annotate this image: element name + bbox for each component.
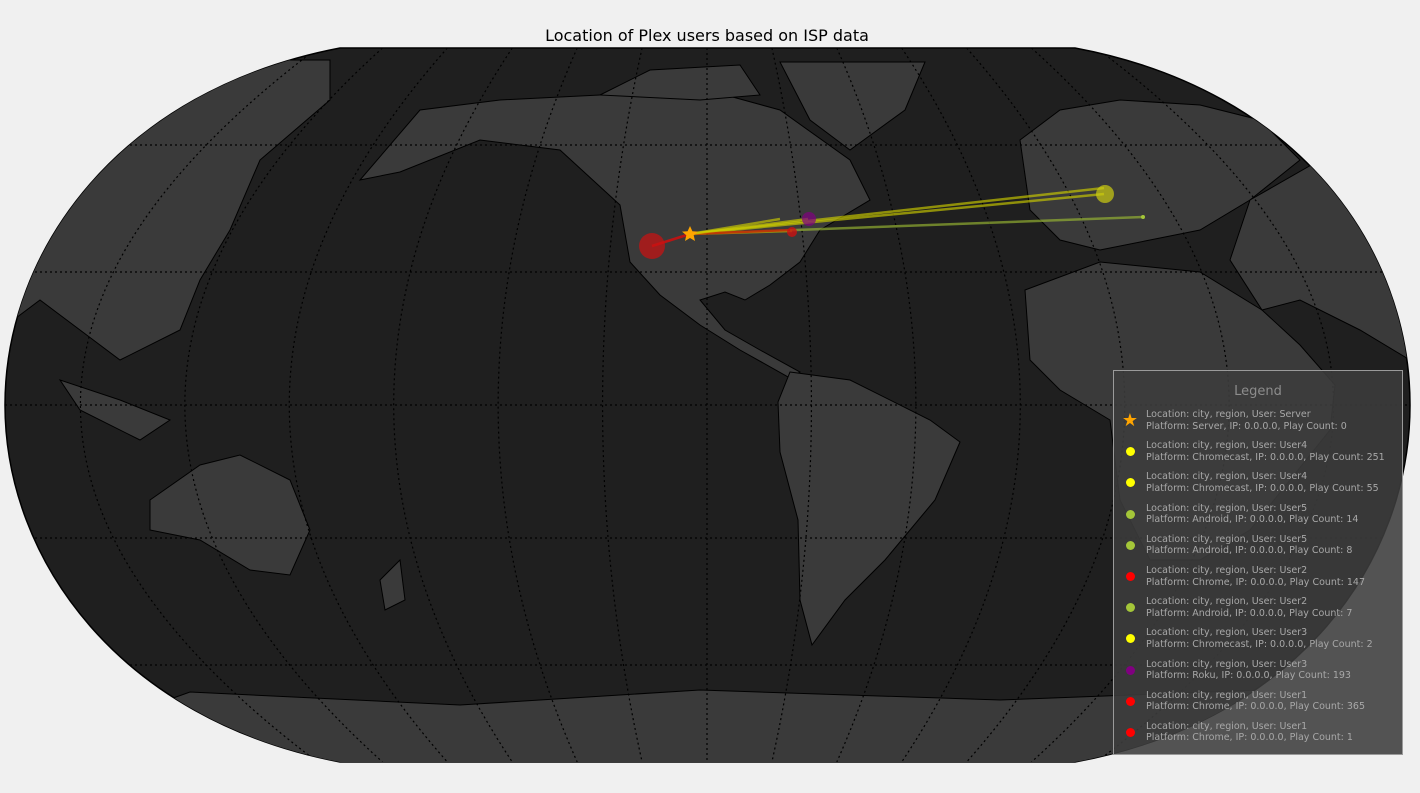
- australia: [149, 454, 311, 576]
- legend-entry: Location: city, region, User: User4 Platf…: [1114, 467, 1402, 498]
- map-title: Location of Plex users based on ISP data: [545, 26, 869, 45]
- legend-location-user: Location: city, region, User: User2: [1146, 565, 1308, 577]
- longitude-line: [393, 48, 513, 762]
- user-marker: [787, 227, 797, 237]
- legend-platform-details: Platform: Chrome, IP: 0.0.0.0, Play Coun…: [1146, 732, 1353, 744]
- dot-marker-icon: [1125, 572, 1135, 582]
- legend-platform-details: Platform: Chromecast, IP: 0.0.0.0, Play …: [1146, 482, 1379, 494]
- legend-entry-text: Location: city, region, User: User4 Platf…: [1146, 440, 1385, 463]
- legend-title: Legend: [1234, 384, 1282, 399]
- legend-entry: Location: city, region, User: User1 Platf…: [1114, 686, 1402, 717]
- dot-marker-icon: [1125, 603, 1135, 613]
- legend-location-user: Location: city, region, User: User1: [1146, 720, 1308, 732]
- legend-entry-text: Location: city, region, User: User1 Platf…: [1146, 721, 1353, 744]
- dot-marker-icon: [1125, 696, 1135, 706]
- greenland: [779, 61, 926, 151]
- dot-marker-icon: [1125, 478, 1135, 488]
- user-marker: [639, 233, 665, 259]
- legend-platform-details: Platform: Android, IP: 0.0.0.0, Play Cou…: [1146, 607, 1353, 619]
- route-line: [689, 217, 781, 236]
- legend-platform-details: Platform: Roku, IP: 0.0.0.0, Play Count:…: [1146, 670, 1351, 682]
- new-zealand: [379, 558, 406, 611]
- server-star-icon: [682, 226, 698, 241]
- legend-location-user: Location: city, region, User: User2: [1146, 596, 1308, 608]
- route-line: [689, 228, 791, 236]
- legend-location-user: Location: city, region, User: User5: [1146, 502, 1308, 514]
- canadian-islands: [598, 64, 761, 101]
- dot-marker-icon: [1125, 665, 1135, 675]
- graticule: [5, 48, 1410, 762]
- legend-platform-details: Platform: Server, IP: 0.0.0.0, Play Coun…: [1146, 420, 1347, 432]
- legend-platform-details: Platform: Android, IP: 0.0.0.0, Play Cou…: [1146, 545, 1353, 557]
- user-markers: [639, 185, 1145, 259]
- user-marker: [802, 212, 816, 226]
- route-line: [689, 192, 1105, 236]
- legend-entry-text: Location: city, region, User: User5 Platf…: [1146, 534, 1352, 557]
- legend-entry: Location: city, region, User: User2 Platf…: [1114, 561, 1402, 592]
- legend-entry-text: Location: city, region, User: User1 Platf…: [1146, 690, 1365, 713]
- star-icon: ★: [1121, 409, 1139, 431]
- legend-platform-details: Platform: Chrome, IP: 0.0.0.0, Play Coun…: [1146, 701, 1366, 713]
- connection-lines: [651, 186, 1144, 248]
- legend-location-user: Location: city, region, User: Server: [1146, 409, 1311, 421]
- legend-entry: Location: city, region, User: User3 Platf…: [1114, 623, 1402, 654]
- legend-location-user: Location: city, region, User: User4: [1146, 440, 1308, 452]
- legend-entry-text: Location: city, region, User: User4 Platf…: [1146, 471, 1379, 494]
- longitude-line: [184, 48, 383, 762]
- legend-platform-details: Platform: Chrome, IP: 0.0.0.0, Play Coun…: [1146, 576, 1366, 588]
- legend: Legend ★ Location: city, region, User: Se…: [1113, 370, 1403, 755]
- dot-marker-icon: [1125, 634, 1135, 644]
- legend-platform-details: Platform: Android, IP: 0.0.0.0, Play Cou…: [1146, 514, 1359, 526]
- legend-entry: ★ Location: city, region, User: Server Pla…: [1114, 405, 1402, 436]
- longitude-line: [901, 48, 1021, 762]
- legend-entry: Location: city, region, User: User5 Platf…: [1114, 530, 1402, 561]
- dot-marker-icon: [1125, 509, 1135, 519]
- legend-location-user: Location: city, region, User: User4: [1146, 471, 1308, 483]
- legend-entry: Location: city, region, User: User3 Platf…: [1114, 655, 1402, 686]
- legend-location-user: Location: city, region, User: User5: [1146, 533, 1308, 545]
- legend-location-user: Location: city, region, User: User3: [1146, 658, 1308, 670]
- legend-entry-text: Location: city, region, User: User2 Platf…: [1146, 565, 1365, 588]
- dot-marker-icon: [1125, 447, 1135, 457]
- legend-entry-text: Location: city, region, User: User2 Platf…: [1146, 596, 1352, 619]
- legend-entry: Location: city, region, User: User1 Platf…: [1114, 717, 1402, 748]
- longitude-line: [771, 48, 812, 762]
- legend-entry-text: Location: city, region, User: User5 Platf…: [1146, 503, 1358, 526]
- legend-location-user: Location: city, region, User: User1: [1146, 689, 1308, 701]
- legend-entry: Location: city, region, User: User2 Platf…: [1114, 592, 1402, 623]
- legend-entry-text: Location: city, region, User: User3 Platf…: [1146, 659, 1351, 682]
- user-marker: [1141, 215, 1145, 219]
- legend-entry-text: Location: city, region, User: Server Plat…: [1146, 409, 1347, 432]
- south-america: [777, 371, 961, 647]
- dot-marker-icon: [1125, 727, 1135, 737]
- legend-platform-details: Platform: Chromecast, IP: 0.0.0.0, Play …: [1146, 451, 1385, 463]
- legend-entry: Location: city, region, User: User5 Platf…: [1114, 499, 1402, 530]
- legend-entry-text: Location: city, region, User: User3 Platf…: [1146, 627, 1373, 650]
- legend-platform-details: Platform: Chromecast, IP: 0.0.0.0, Play …: [1146, 638, 1373, 650]
- dot-marker-icon: [1125, 540, 1135, 550]
- longitude-line: [602, 48, 643, 762]
- user-marker: [1096, 185, 1114, 203]
- legend-location-user: Location: city, region, User: User3: [1146, 627, 1308, 639]
- legend-entry: Location: city, region, User: User4 Platf…: [1114, 436, 1402, 467]
